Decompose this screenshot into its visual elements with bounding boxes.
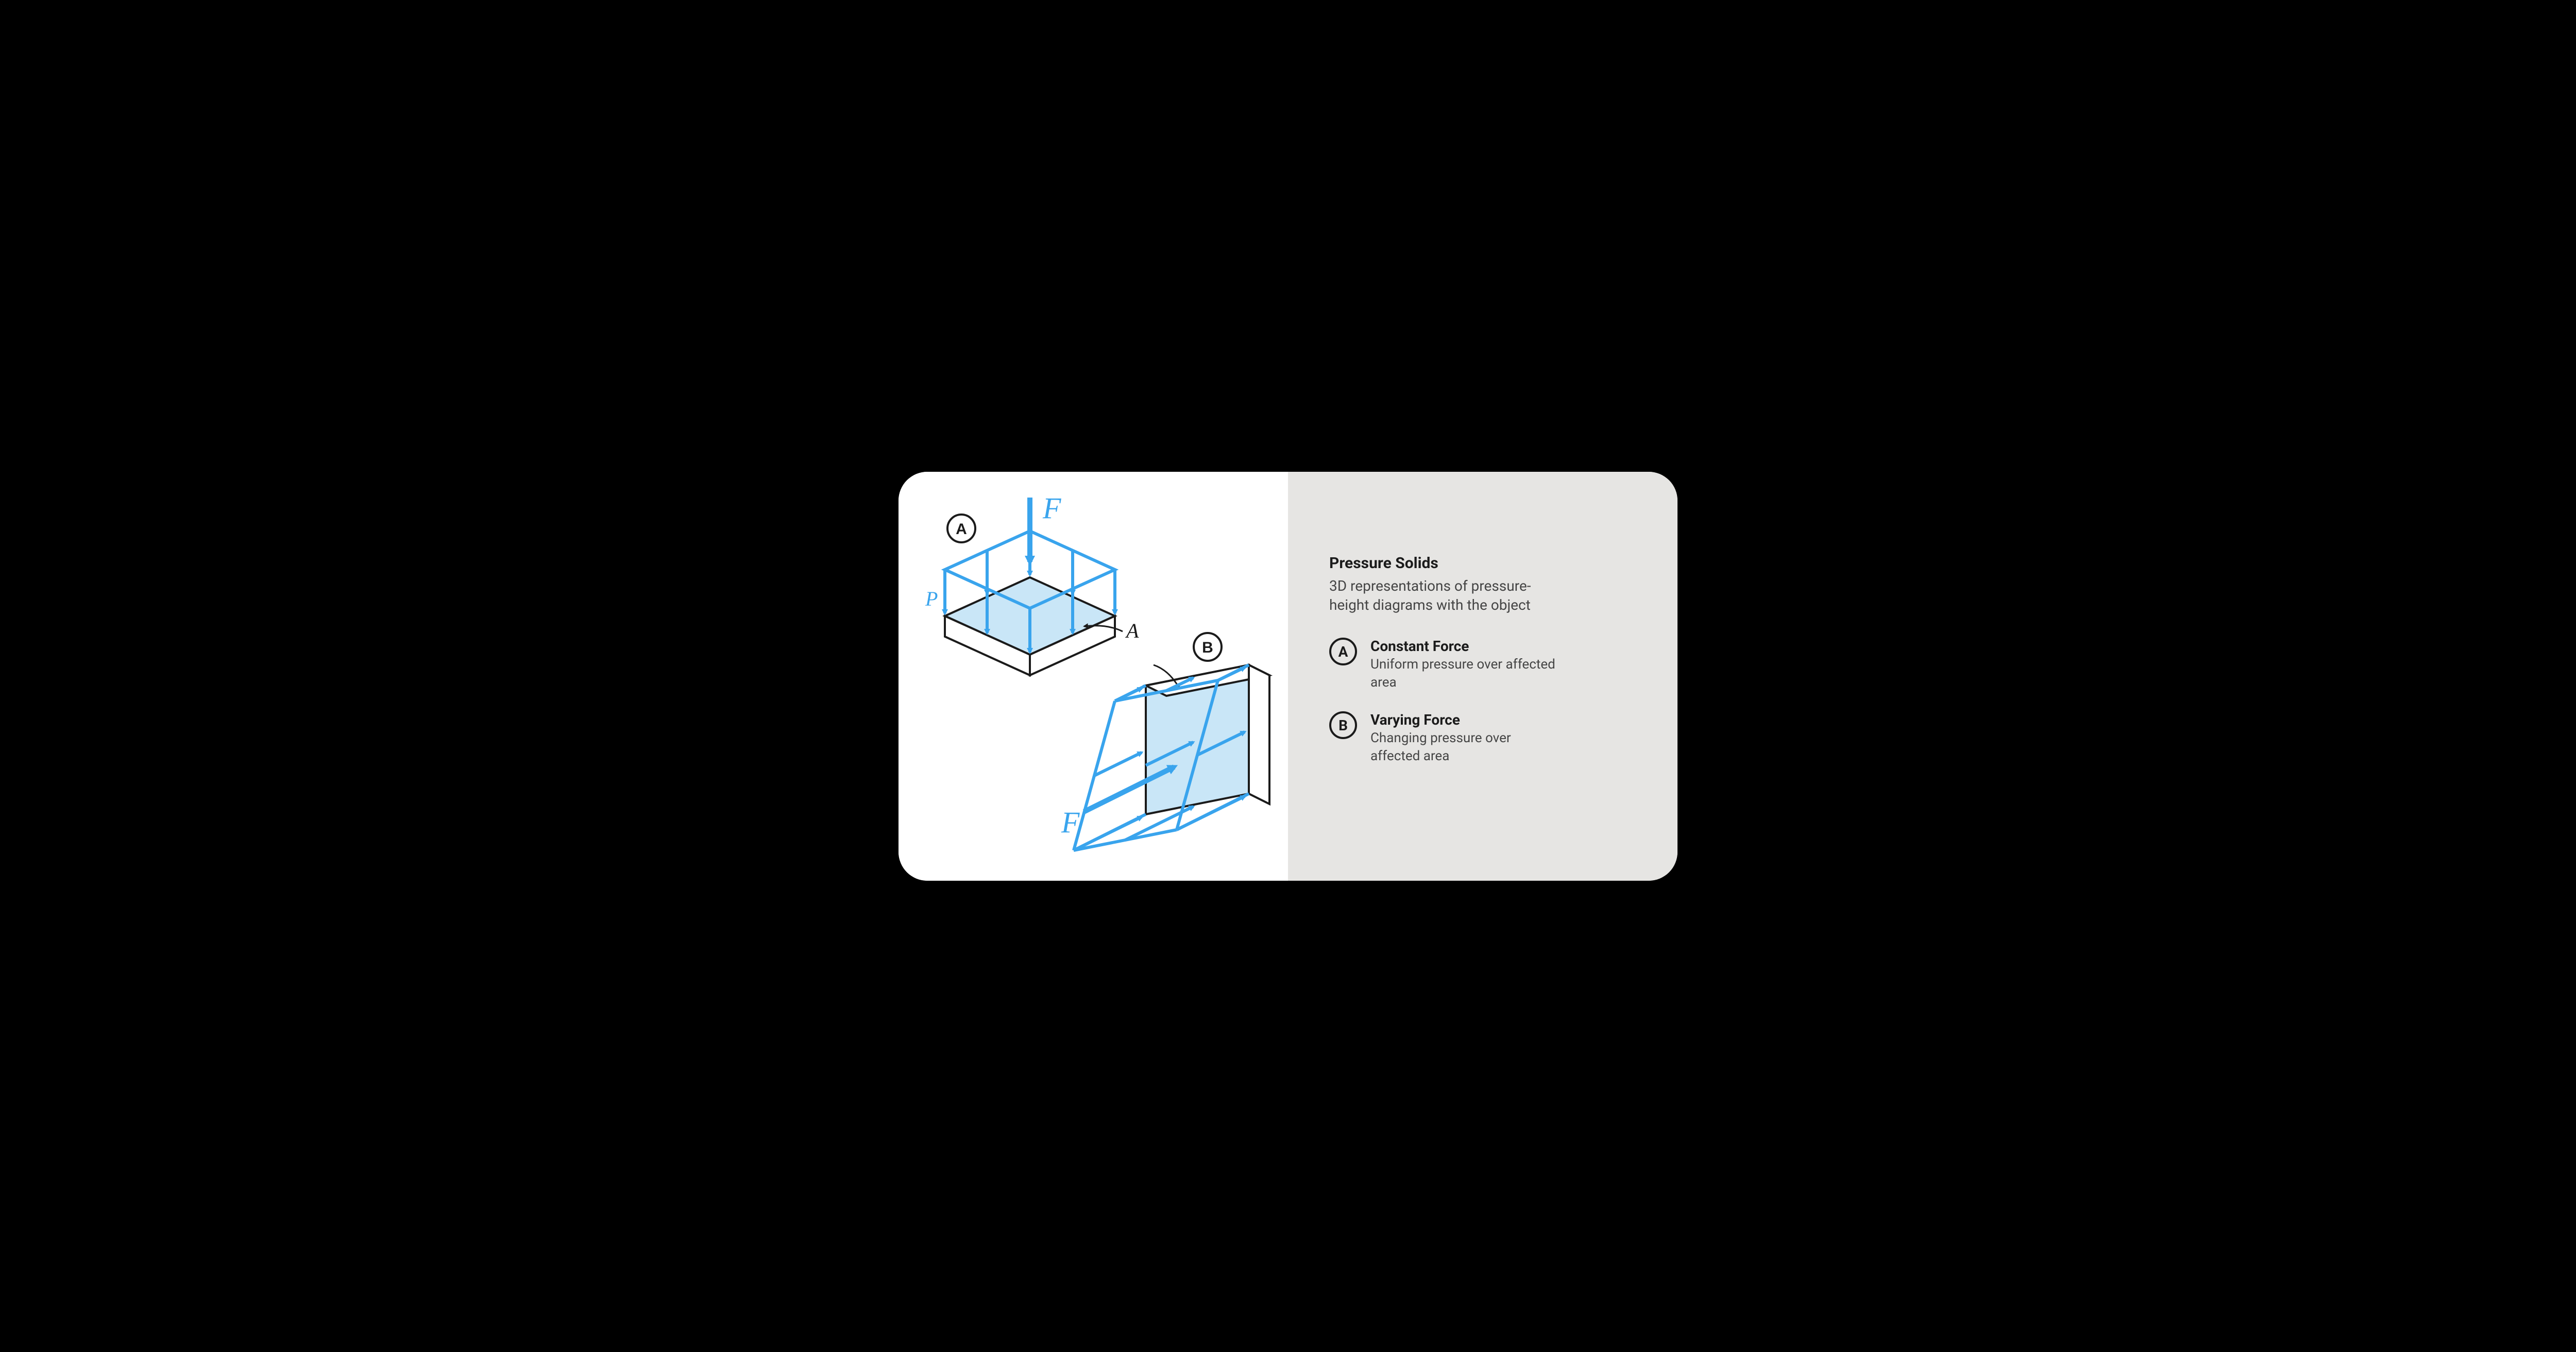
legend-item-b-desc: Changing pressure over affected area [1370,729,1556,765]
figure-a: F P A A [925,491,1139,675]
legend-badge-a: A [1329,638,1357,665]
legend-item-a-title: Constant Force [1370,638,1556,655]
badge-b: B [1202,639,1213,656]
legend-subtitle: 3D representations of pressure-height di… [1329,576,1546,615]
legend-item-a-desc: Uniform pressure over affected area [1370,656,1556,692]
legend-item-a: A Constant Force Uniform pressure over a… [1329,638,1626,692]
legend-badge-b: B [1329,711,1357,739]
pressure-solids-diagram: F P A A [899,472,1288,881]
legend-panel: Pressure Solids 3D representations of pr… [1288,472,1677,881]
legend-item-b: B Varying Force Changing pressure over a… [1329,711,1626,765]
diagram-panel: F P A A [899,472,1288,881]
diagram-card: F P A A [899,472,1677,881]
legend-item-b-title: Varying Force [1370,711,1556,728]
legend-title: Pressure Solids [1329,554,1626,572]
label-F-b: F [1061,806,1080,839]
figure-b: F B [1061,633,1269,850]
label-P-a: P [925,587,938,610]
label-F-a: F [1042,491,1061,525]
label-A-area: A [1125,619,1139,642]
badge-a: A [956,521,967,538]
